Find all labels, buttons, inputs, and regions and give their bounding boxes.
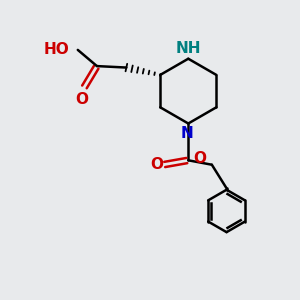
Text: HO: HO bbox=[44, 42, 70, 57]
Text: O: O bbox=[194, 151, 207, 166]
Text: O: O bbox=[150, 157, 163, 172]
Text: NH: NH bbox=[176, 41, 201, 56]
Text: O: O bbox=[76, 92, 89, 107]
Text: N: N bbox=[180, 126, 193, 141]
